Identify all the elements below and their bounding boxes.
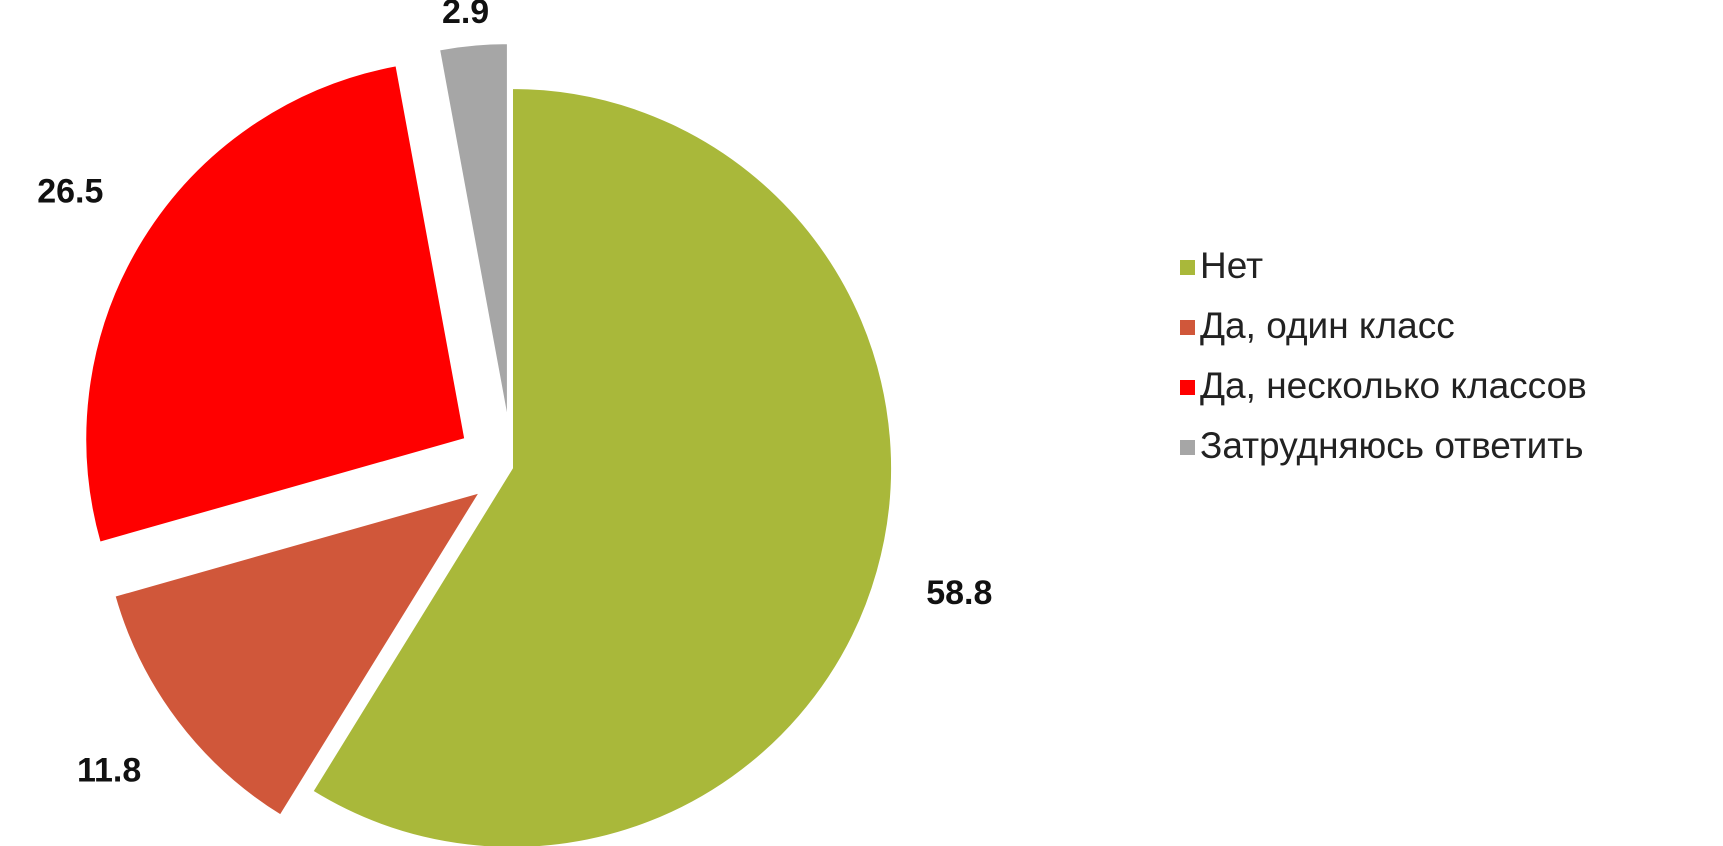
pie-slice <box>84 64 467 544</box>
legend-label: Да, один класс <box>1200 305 1455 346</box>
data-label: 11.8 <box>77 751 141 789</box>
data-label: 58.8 <box>926 574 992 612</box>
pie-slice <box>437 42 509 424</box>
data-label: 2.9 <box>442 0 489 31</box>
legend-swatch <box>1180 320 1195 335</box>
legend-label: Да, несколько классов <box>1200 365 1587 406</box>
legend-swatch <box>1180 260 1195 275</box>
legend-label: Затрудняюсь ответить <box>1200 425 1584 466</box>
data-label: 26.5 <box>37 173 103 211</box>
legend-label: Нет <box>1200 245 1263 286</box>
legend-swatch <box>1180 380 1195 395</box>
legend-swatch <box>1180 440 1195 455</box>
pie-slice <box>311 86 893 846</box>
pie-slice <box>113 490 483 817</box>
